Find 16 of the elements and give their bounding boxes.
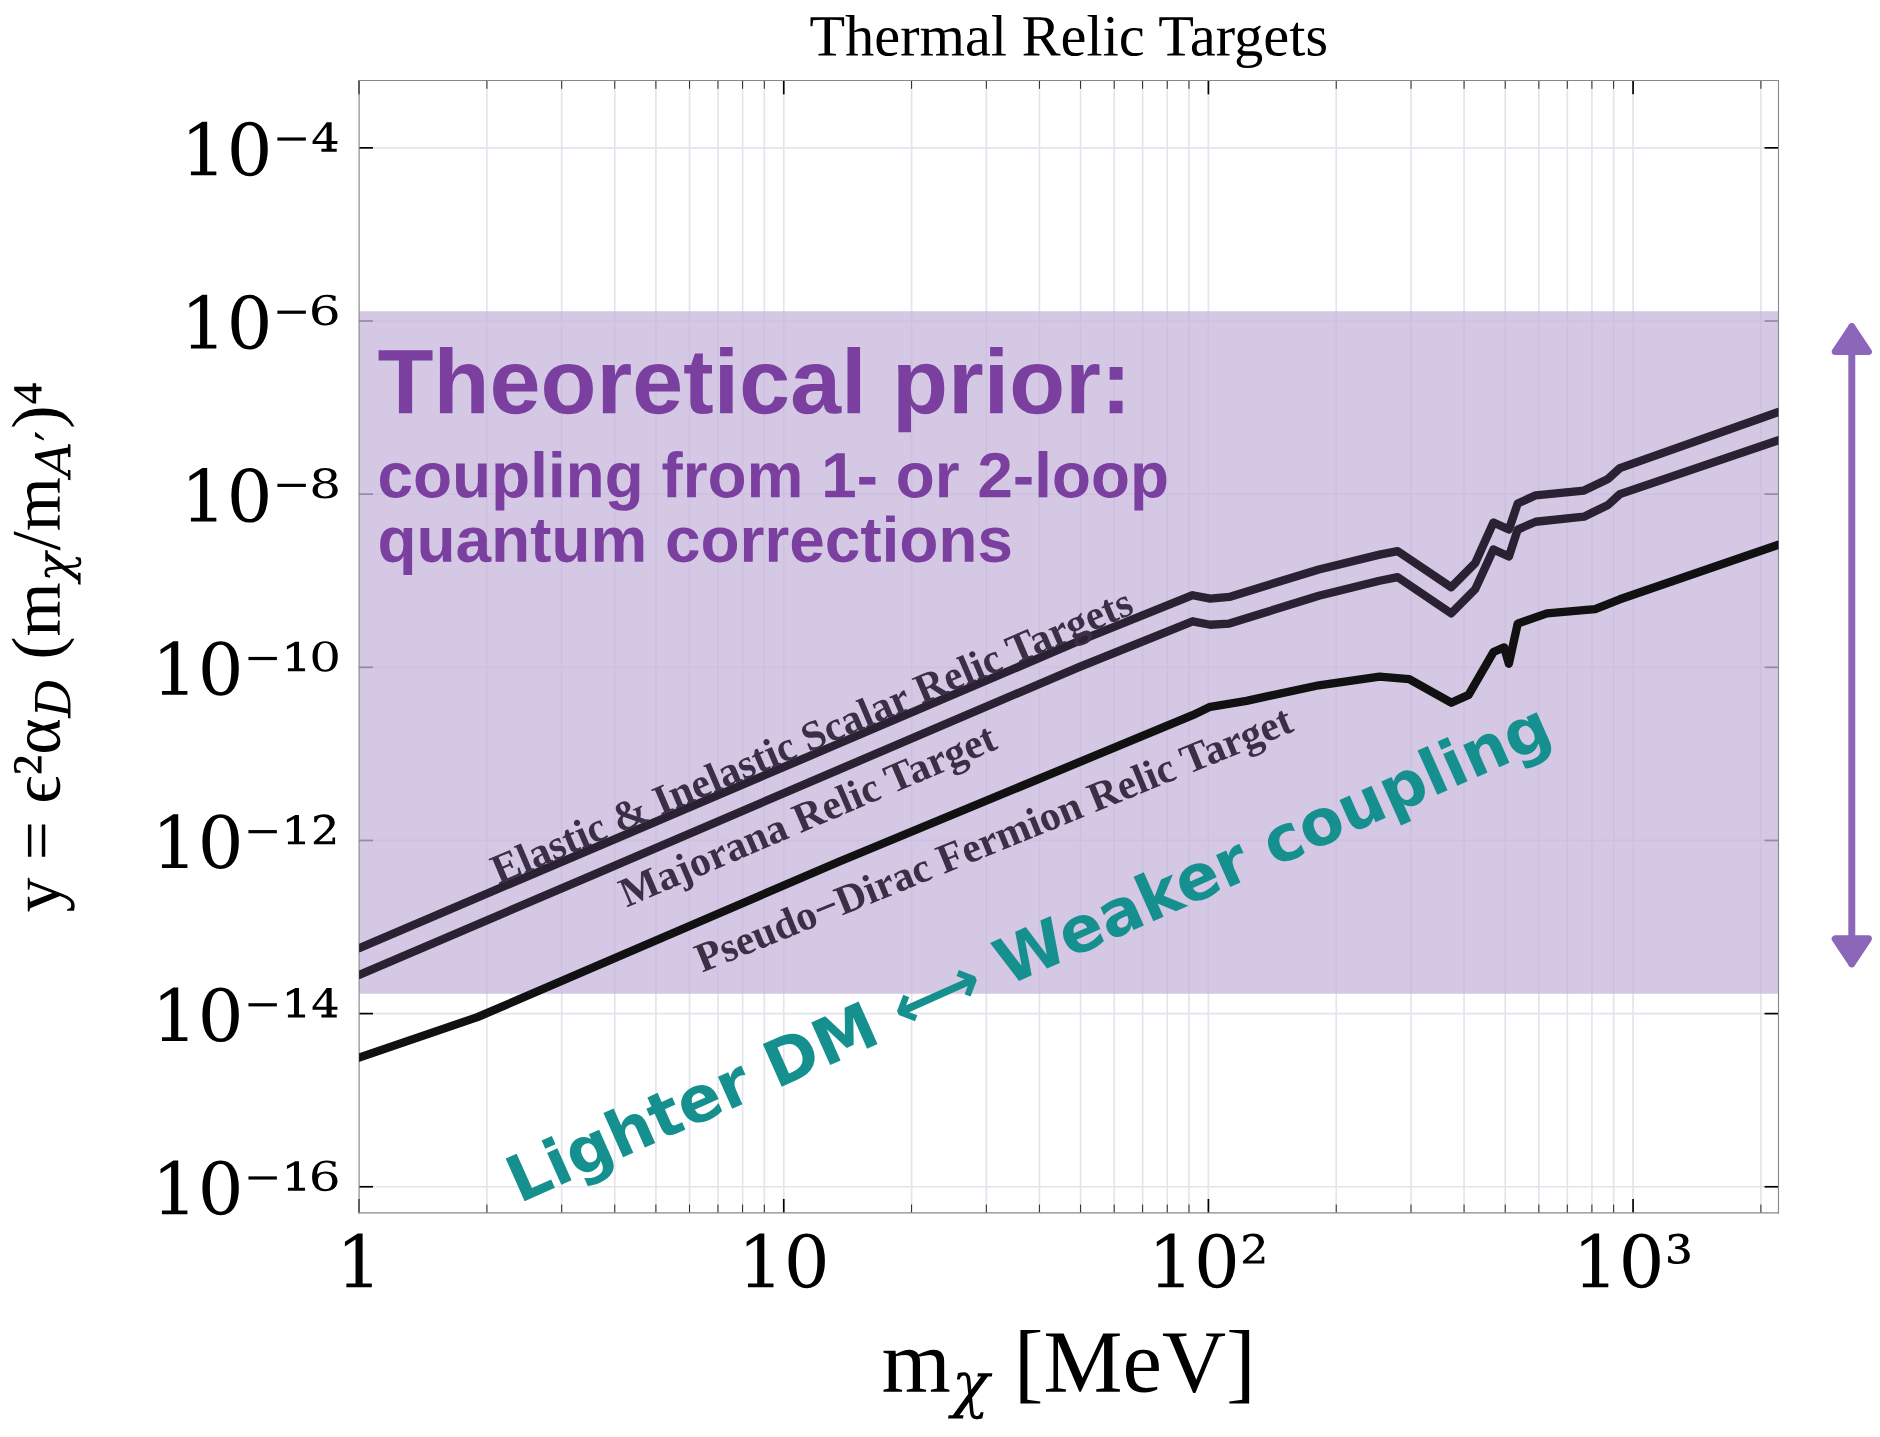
y-axis-title: y = ϵ²α$_{D}$ (m$_{χ}$/m$_{A′}$)⁴ [11, 383, 82, 912]
y-tick-label: 10⁻¹⁰ [160, 641, 338, 696]
x-axis-title: m$_{χ}$ [MeV] [883, 1329, 1250, 1420]
annotation: Theoretical prior: [378, 346, 1123, 433]
x-tick-label: 10² [1156, 1233, 1265, 1289]
x-tick-label: 10 [746, 1233, 825, 1289]
y-tick-label: 10⁻⁶ [189, 294, 338, 350]
y-tick-label: 10⁻⁴ [189, 121, 338, 177]
y-tick-label: 10⁻¹² [160, 814, 336, 869]
x-tick-label: 1 [344, 1233, 372, 1288]
x-tick-label: 10³ [1581, 1233, 1690, 1289]
annotation: coupling from 1- or 2-loop quantum corrections [380, 451, 1167, 576]
y-tick-label: 10⁻¹⁴ [160, 987, 338, 1043]
y-tick-label: 10⁻¹⁶ [160, 1160, 338, 1216]
y-tick-label: 10⁻⁸ [189, 467, 338, 523]
chart-title: Thermal Relic Targets [810, 14, 1326, 69]
